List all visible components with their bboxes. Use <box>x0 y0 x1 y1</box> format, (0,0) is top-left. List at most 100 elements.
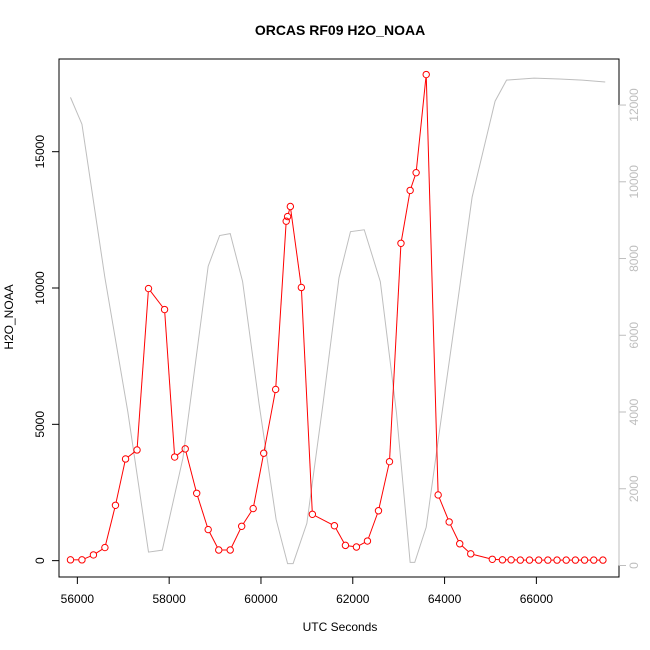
series-segment <box>415 77 427 170</box>
series-segment <box>290 209 302 285</box>
data-point-marker <box>525 556 534 564</box>
y2-tick-label: 12000 <box>627 88 641 122</box>
data-point-marker <box>260 449 268 457</box>
data-point-marker <box>363 537 372 545</box>
data-point-marker <box>397 239 405 247</box>
plot-area <box>58 58 620 578</box>
series-layer <box>66 70 607 565</box>
x-tick-label: 62000 <box>336 592 370 606</box>
y-axis-right: 0 2000 4000 6000 8000 10000 12000 <box>618 88 641 569</box>
series-segment <box>287 209 290 214</box>
data-point-marker <box>580 556 589 564</box>
series-segment <box>348 545 354 548</box>
x-tick-label: 60000 <box>244 592 278 606</box>
series-segment <box>150 290 164 308</box>
series-segment <box>164 312 175 454</box>
data-point-marker <box>544 556 552 564</box>
data-point-marker <box>352 543 361 551</box>
secondary-series-line <box>70 77 606 565</box>
data-point-marker <box>121 455 130 463</box>
x-tick-label: 64000 <box>428 592 462 606</box>
data-point-marker <box>516 556 525 564</box>
series-segment <box>425 77 439 492</box>
series-segment <box>197 496 208 527</box>
series-segment <box>127 451 135 458</box>
chart-title: ORCAS RF09 H2O_NOAA <box>255 22 425 38</box>
data-point-marker <box>271 385 280 394</box>
data-point-marker <box>562 556 570 564</box>
data-point-marker <box>144 284 153 293</box>
series-segment <box>263 392 276 451</box>
y-tick-label: 10000 <box>33 271 47 305</box>
data-point-marker <box>385 457 394 466</box>
data-point-marker <box>181 445 189 453</box>
series-segment <box>378 464 390 508</box>
data-point-marker <box>308 510 317 518</box>
data-point-marker <box>456 540 464 548</box>
series-segment <box>176 450 184 456</box>
series-segment <box>185 451 197 491</box>
data-point-marker <box>599 556 607 564</box>
x-tick-label: 66000 <box>520 592 554 606</box>
data-point-marker <box>283 212 292 221</box>
series-segment <box>401 193 411 241</box>
series-segment <box>368 513 378 539</box>
series-segment <box>95 548 103 554</box>
series-segment <box>389 246 402 459</box>
data-point-marker <box>330 522 339 530</box>
data-point-marker <box>553 556 561 564</box>
series-segment <box>438 497 449 520</box>
y2-tick-label: 6000 <box>627 322 641 349</box>
data-point-marker <box>101 543 109 552</box>
series-segment <box>450 524 459 542</box>
y2-tick-label: 8000 <box>627 245 641 272</box>
y2-tick-label: 4000 <box>627 398 641 425</box>
data-point-marker <box>374 507 383 515</box>
series-segment <box>335 528 345 543</box>
data-point-marker <box>237 522 246 530</box>
y-axis-label: H2O_NOAA <box>2 284 16 349</box>
data-point-marker <box>282 217 290 225</box>
series-segment <box>314 515 332 525</box>
y-tick-label: 5000 <box>33 411 47 438</box>
data-point-marker <box>111 501 120 509</box>
data-point-marker <box>226 546 234 554</box>
y2-tick-label: 2000 <box>627 475 641 502</box>
data-point-marker <box>133 446 141 454</box>
y-tick-label: 15000 <box>33 135 47 169</box>
data-point-marker <box>193 489 201 498</box>
y-axis-left: 0 5000 10000 15000 <box>33 135 60 564</box>
series-segment <box>84 555 91 560</box>
data-point-marker <box>204 525 212 534</box>
data-point-marker <box>297 283 306 292</box>
data-point-marker <box>160 305 169 314</box>
data-point-marker <box>590 556 598 564</box>
data-point-marker <box>89 551 98 559</box>
series-segment <box>461 545 469 553</box>
series-segment <box>231 528 241 548</box>
series-segment <box>410 175 416 188</box>
series-segment <box>209 532 218 548</box>
y2-tick-label: 10000 <box>627 165 641 199</box>
y2-tick-label: 0 <box>627 562 641 569</box>
data-point-marker <box>498 556 507 564</box>
data-point-marker <box>488 555 497 563</box>
series-segment <box>473 554 490 559</box>
data-point-marker <box>66 556 75 564</box>
data-point-marker <box>406 186 414 195</box>
x-axis-label: UTC Seconds <box>303 620 378 634</box>
data-point-marker <box>467 550 475 558</box>
data-point-marker <box>445 518 453 526</box>
series-segment <box>136 291 149 447</box>
data-point-marker <box>78 556 86 564</box>
series-segment <box>115 461 126 503</box>
data-point-marker <box>571 556 580 564</box>
data-point-marker <box>412 168 420 177</box>
data-point-marker <box>215 546 223 554</box>
data-point-marker <box>286 202 295 211</box>
data-point-marker <box>341 541 350 550</box>
y-tick-label: 0 <box>33 557 47 564</box>
series-segment <box>243 510 252 524</box>
series-segment <box>301 290 313 512</box>
